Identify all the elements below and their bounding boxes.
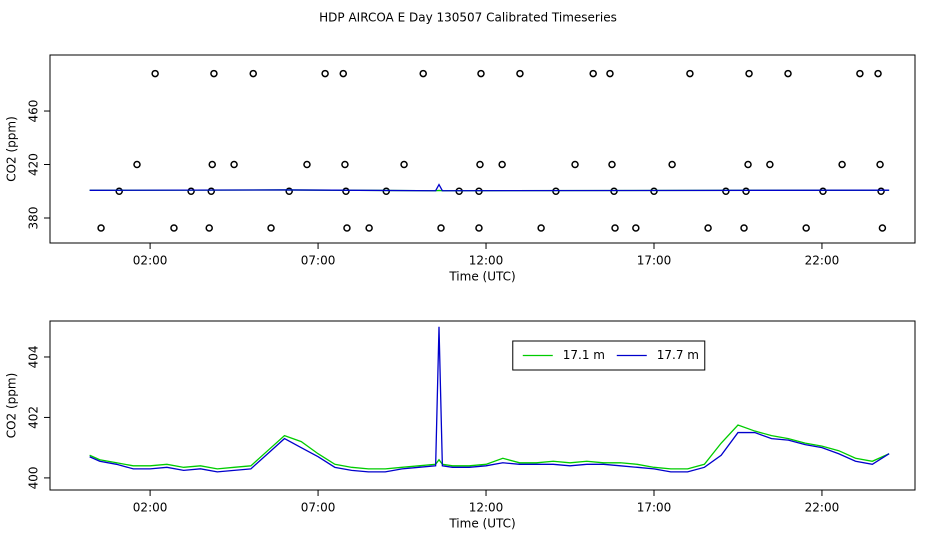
data-point <box>365 224 373 232</box>
data-point <box>856 69 864 78</box>
plot-frame <box>49 54 916 244</box>
data-point <box>230 160 238 169</box>
data-point <box>477 69 485 78</box>
data-point <box>267 224 275 232</box>
data-point <box>207 187 215 196</box>
x-axis-label: Time (UTC) <box>448 270 515 284</box>
data-point <box>704 224 712 232</box>
data-point <box>838 160 846 169</box>
y-axis-label: CO2 (ppm) <box>5 373 19 439</box>
data-point <box>249 69 257 78</box>
data-point <box>303 160 311 169</box>
y-axis-label: CO2 (ppm) <box>5 116 19 182</box>
data-point <box>133 160 141 169</box>
data-point <box>740 224 748 232</box>
data-point <box>205 224 213 232</box>
data-point <box>187 187 195 196</box>
x-tick-label: 12:00 <box>469 254 504 268</box>
data-point <box>589 69 597 78</box>
data-point <box>610 187 618 196</box>
data-point <box>650 187 658 196</box>
data-point <box>742 187 750 196</box>
data-point <box>210 69 218 78</box>
data-point <box>516 69 524 78</box>
x-tick-label: 17:00 <box>637 501 672 515</box>
data-point <box>571 160 579 169</box>
data-point <box>475 224 483 232</box>
x-tick-label: 07:00 <box>301 254 336 268</box>
data-point <box>419 69 427 78</box>
chart-title: HDP AIRCOA E Day 130507 Calibrated Times… <box>319 11 617 25</box>
data-point <box>476 160 484 169</box>
x-tick-label: 02:00 <box>133 501 168 515</box>
y-tick-label: 420 <box>27 153 41 176</box>
y-tick-label: 400 <box>27 466 41 489</box>
data-point <box>437 224 445 232</box>
data-point <box>151 69 159 78</box>
legend-label: 17.7 m <box>657 348 699 362</box>
data-point <box>115 187 123 196</box>
plot-frame <box>49 320 916 491</box>
x-tick-label: 02:00 <box>133 254 168 268</box>
data-point <box>537 224 545 232</box>
data-point <box>784 69 792 78</box>
y-tick-label: 460 <box>27 100 41 123</box>
y-tick-label: 402 <box>27 406 41 429</box>
data-point <box>208 160 217 169</box>
data-point <box>632 224 640 232</box>
data-point <box>343 224 351 232</box>
x-tick-label: 12:00 <box>469 501 504 515</box>
data-point <box>606 69 614 78</box>
data-point <box>668 160 676 169</box>
data-point <box>766 160 774 169</box>
data-point <box>552 187 560 196</box>
data-point <box>97 224 105 232</box>
data-point <box>802 224 810 232</box>
data-point <box>339 69 348 78</box>
data-point <box>819 187 827 196</box>
data-point <box>608 160 616 169</box>
legend-label: 17.1 m <box>563 348 605 362</box>
data-point <box>878 224 887 232</box>
data-point <box>876 160 884 169</box>
x-tick-label: 22:00 <box>805 254 840 268</box>
x-tick-label: 07:00 <box>301 501 336 515</box>
data-point <box>170 224 178 232</box>
data-point <box>321 69 329 78</box>
data-point <box>744 160 752 169</box>
y-tick-label: 380 <box>27 207 41 230</box>
data-point <box>745 69 753 78</box>
data-point <box>341 160 349 169</box>
y-tick-label: 404 <box>27 346 41 369</box>
data-line <box>89 183 890 192</box>
data-point <box>342 187 350 196</box>
data-point <box>877 187 885 196</box>
data-point <box>722 187 730 196</box>
x-axis-label: Time (UTC) <box>448 517 515 531</box>
data-line <box>89 424 890 470</box>
x-tick-label: 17:00 <box>637 254 672 268</box>
x-tick-label: 22:00 <box>805 501 840 515</box>
data-point <box>382 187 391 196</box>
data-point <box>686 69 694 78</box>
data-point <box>400 160 408 169</box>
data-point <box>285 187 293 196</box>
data-line <box>89 326 890 473</box>
data-point <box>611 224 619 232</box>
data-point <box>874 69 882 78</box>
data-point <box>498 160 506 169</box>
